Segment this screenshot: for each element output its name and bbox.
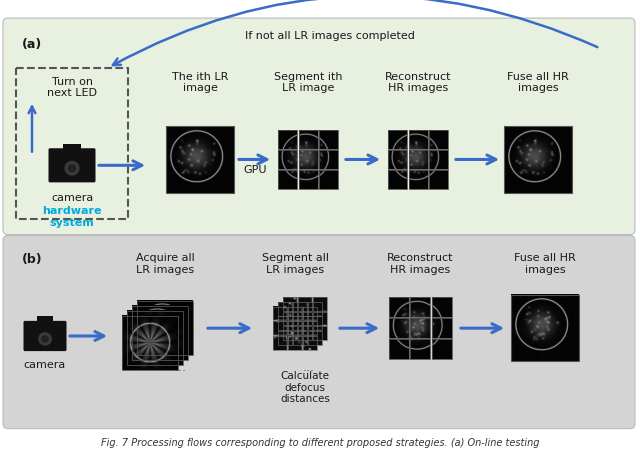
Bar: [278, 130, 297, 149]
Bar: [388, 318, 408, 338]
Bar: [313, 311, 327, 325]
Text: The ith LR
image: The ith LR image: [172, 72, 228, 93]
Text: Reconstruct
HR images: Reconstruct HR images: [387, 253, 453, 275]
Bar: [298, 150, 317, 169]
Bar: [429, 150, 448, 169]
Bar: [429, 130, 448, 149]
Circle shape: [39, 333, 51, 345]
Bar: [288, 307, 302, 321]
Bar: [37, 316, 53, 323]
Text: camera: camera: [24, 360, 66, 370]
Bar: [319, 150, 338, 169]
Bar: [273, 321, 287, 335]
Bar: [283, 326, 297, 340]
Bar: [293, 316, 307, 330]
Bar: [388, 150, 407, 169]
Text: (b): (b): [22, 253, 43, 266]
Circle shape: [65, 162, 79, 175]
Bar: [278, 302, 292, 316]
Text: (a): (a): [22, 38, 42, 50]
Bar: [410, 297, 430, 317]
Text: If not all LR images completed: If not all LR images completed: [245, 31, 415, 41]
Text: GPU: GPU: [243, 165, 267, 175]
Bar: [278, 331, 292, 345]
Bar: [278, 170, 297, 189]
Bar: [273, 336, 287, 350]
Bar: [137, 301, 193, 355]
Bar: [410, 340, 430, 359]
Bar: [511, 295, 579, 361]
Text: camera: camera: [51, 192, 93, 202]
Bar: [303, 336, 317, 350]
Bar: [303, 307, 317, 321]
Bar: [504, 126, 572, 192]
Text: Fuse all HR
images: Fuse all HR images: [514, 253, 576, 275]
FancyBboxPatch shape: [3, 236, 635, 429]
Bar: [132, 306, 188, 360]
Bar: [313, 297, 327, 311]
Bar: [298, 297, 312, 311]
Text: Calculate
defocus
distances: Calculate defocus distances: [280, 371, 330, 405]
Bar: [313, 326, 327, 340]
Bar: [429, 170, 448, 189]
Bar: [388, 130, 407, 149]
Bar: [278, 316, 292, 330]
Text: Segment all
LR images: Segment all LR images: [262, 253, 328, 275]
Text: Fig. 7 Processing flows corresponding to different proposed strategies. (a) On-l: Fig. 7 Processing flows corresponding to…: [100, 439, 540, 449]
Text: Fuse all HR
images: Fuse all HR images: [507, 72, 569, 93]
Bar: [288, 321, 302, 335]
Bar: [388, 297, 408, 317]
Bar: [388, 170, 407, 189]
Bar: [283, 311, 297, 325]
Text: ...: ...: [175, 361, 187, 375]
Circle shape: [42, 336, 48, 342]
Circle shape: [68, 165, 76, 172]
FancyBboxPatch shape: [24, 321, 67, 351]
Bar: [127, 311, 183, 365]
Bar: [319, 170, 338, 189]
Text: Acquire all
LR images: Acquire all LR images: [136, 253, 195, 275]
Bar: [273, 307, 287, 321]
Bar: [319, 130, 338, 149]
Bar: [298, 130, 317, 149]
Bar: [410, 318, 430, 338]
Text: Segment ith
LR image: Segment ith LR image: [274, 72, 342, 93]
Bar: [408, 170, 428, 189]
Bar: [288, 336, 302, 350]
Bar: [308, 302, 322, 316]
Bar: [431, 297, 451, 317]
Bar: [298, 311, 312, 325]
Bar: [298, 326, 312, 340]
FancyBboxPatch shape: [49, 148, 95, 183]
Text: ...: ...: [303, 361, 315, 375]
Bar: [278, 150, 297, 169]
Bar: [166, 126, 234, 192]
Bar: [122, 316, 178, 370]
Bar: [408, 130, 428, 149]
Bar: [431, 340, 451, 359]
Bar: [408, 150, 428, 169]
Text: Turn on
next LED: Turn on next LED: [47, 77, 97, 98]
Bar: [293, 302, 307, 316]
Bar: [431, 318, 451, 338]
Bar: [308, 331, 322, 345]
Bar: [293, 331, 307, 345]
FancyBboxPatch shape: [3, 18, 635, 235]
Bar: [303, 321, 317, 335]
Text: Reconstruct
HR images: Reconstruct HR images: [385, 72, 451, 93]
Bar: [388, 340, 408, 359]
Bar: [308, 316, 322, 330]
Text: hardware
system: hardware system: [42, 206, 102, 228]
Bar: [63, 144, 81, 151]
Bar: [283, 297, 297, 311]
Bar: [298, 170, 317, 189]
